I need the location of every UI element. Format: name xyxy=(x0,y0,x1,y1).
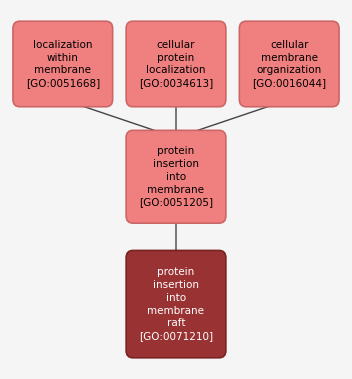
FancyBboxPatch shape xyxy=(239,21,339,107)
Text: cellular
protein
localization
[GO:0034613]: cellular protein localization [GO:003461… xyxy=(139,40,213,88)
FancyBboxPatch shape xyxy=(126,130,226,223)
FancyBboxPatch shape xyxy=(126,21,226,107)
Text: protein
insertion
into
membrane
[GO:0051205]: protein insertion into membrane [GO:0051… xyxy=(139,146,213,207)
Text: cellular
membrane
organization
[GO:0016044]: cellular membrane organization [GO:00160… xyxy=(252,40,326,88)
Text: localization
within
membrane
[GO:0051668]: localization within membrane [GO:0051668… xyxy=(26,40,100,88)
Text: protein
insertion
into
membrane
raft
[GO:0071210]: protein insertion into membrane raft [GO… xyxy=(139,267,213,341)
FancyBboxPatch shape xyxy=(13,21,113,107)
FancyBboxPatch shape xyxy=(126,251,226,358)
